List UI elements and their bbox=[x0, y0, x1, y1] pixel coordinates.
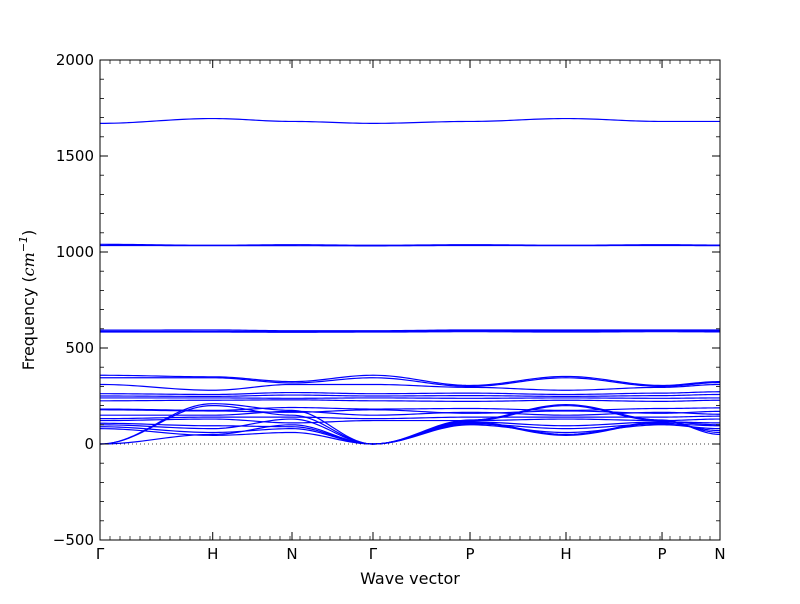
x-tick-label: Γ bbox=[369, 545, 378, 563]
x-tick-label: N bbox=[714, 545, 725, 563]
y-tick-label: 500 bbox=[65, 339, 94, 357]
phonon-band-6 bbox=[100, 332, 720, 333]
y-axis-label-suffix: ) bbox=[19, 230, 38, 236]
x-tick-label: P bbox=[465, 545, 474, 563]
y-tick-label: 1000 bbox=[56, 243, 94, 261]
x-axis-label: Wave vector bbox=[360, 569, 460, 588]
y-tick-label: 2000 bbox=[56, 51, 94, 69]
x-tick-label: H bbox=[207, 545, 218, 563]
y-tick-label: 1500 bbox=[56, 147, 94, 165]
y-axis-label-exponent: −1 bbox=[17, 236, 30, 252]
y-tick-label: 0 bbox=[84, 435, 94, 453]
x-tick-label: N bbox=[286, 545, 297, 563]
y-axis-label-unit: cm bbox=[19, 252, 38, 276]
x-tick-label: Γ bbox=[96, 545, 105, 563]
x-tick-label: P bbox=[658, 545, 667, 563]
x-tick-label: H bbox=[560, 545, 571, 563]
y-axis-label-prefix: Frequency ( bbox=[19, 276, 38, 370]
y-tick-label: −500 bbox=[53, 531, 94, 549]
